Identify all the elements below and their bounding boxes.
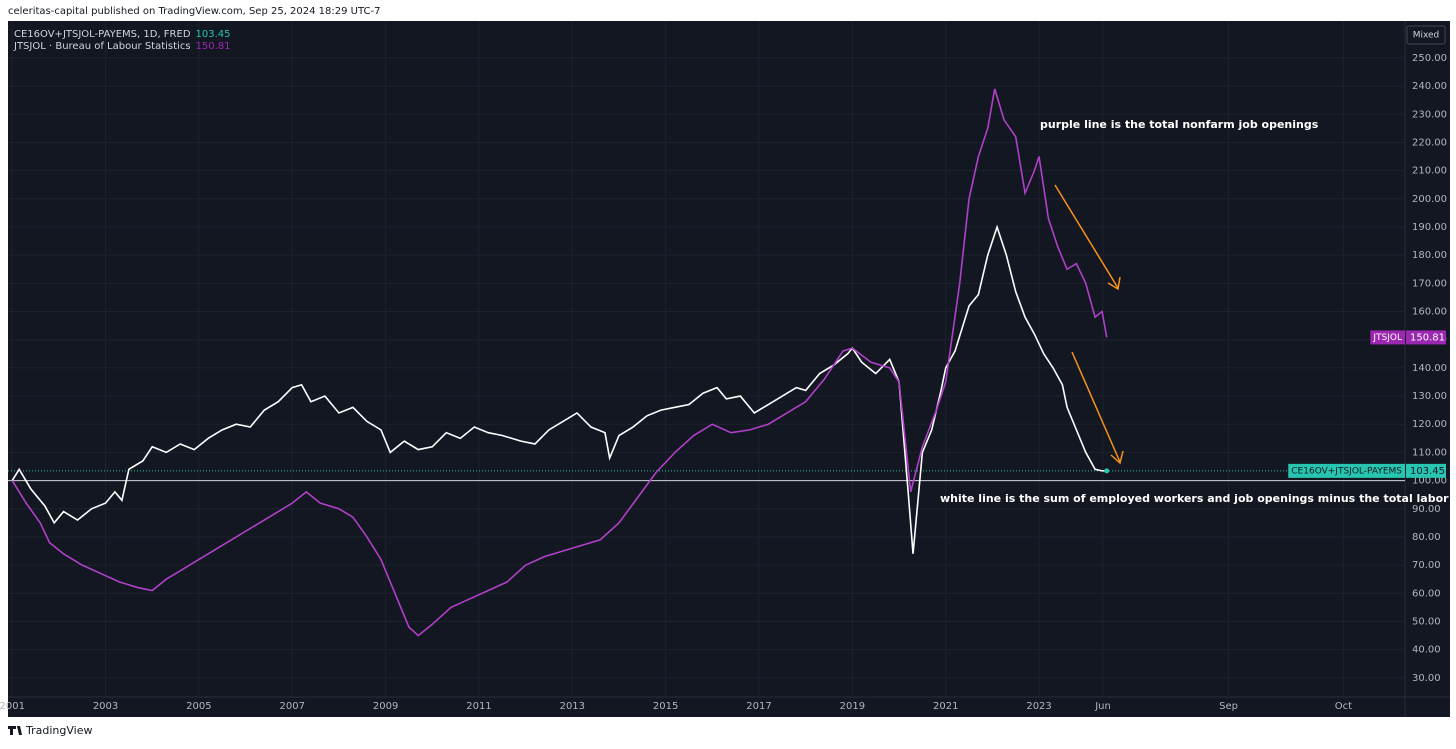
price-label-value: 150.81 xyxy=(1410,332,1445,343)
annotation: purple line is the total nonfarm job ope… xyxy=(1040,118,1319,131)
price-label-name-box xyxy=(1370,330,1405,345)
series-line xyxy=(11,224,1107,554)
y-tick-label: 200.00 xyxy=(1412,194,1447,205)
y-tick-label: 140.00 xyxy=(1412,363,1447,374)
y-tick-label: 230.00 xyxy=(1412,109,1447,120)
y-tick-label: 250.00 xyxy=(1412,53,1447,64)
lines xyxy=(11,88,1108,637)
y-tick-label: 90.00 xyxy=(1412,504,1441,515)
mixed-button[interactable] xyxy=(1406,25,1446,45)
arrow-head xyxy=(1110,450,1124,465)
x-tick-label: Jun xyxy=(1094,701,1111,712)
y-tick-label: 50.00 xyxy=(1412,616,1441,627)
x-tick-label: 2013 xyxy=(560,701,585,712)
legend-label: CE16OV+JTSJOL-PAYEMS, 1D, FRED xyxy=(14,29,191,40)
header-text: celeritas-capital published on TradingVi… xyxy=(8,6,380,17)
y-tick-label: 220.00 xyxy=(1412,137,1447,148)
x-tick-label: 2003 xyxy=(93,701,118,712)
x-tick-label: 2005 xyxy=(186,701,211,712)
y-tick-label: 70.00 xyxy=(1412,560,1441,571)
y-tick-label: 120.00 xyxy=(1412,419,1447,430)
y-tick-label: 130.00 xyxy=(1412,391,1447,402)
legend-value: 103.45 xyxy=(196,29,231,40)
arrow xyxy=(1054,184,1119,289)
price-label-name-box xyxy=(1288,463,1405,478)
logo-icon xyxy=(8,726,22,735)
y-tick-label: 110.00 xyxy=(1412,447,1447,458)
price-label-name: CE16OV+JTSJOL-PAYEMS xyxy=(1291,466,1402,476)
y-tick-label: 240.00 xyxy=(1412,81,1447,92)
price-label-value-box xyxy=(1406,463,1446,478)
arrows xyxy=(1054,184,1124,465)
arrow-head xyxy=(1107,276,1121,291)
last-point xyxy=(1104,468,1110,474)
x-tick-label: 2011 xyxy=(466,701,491,712)
series-line xyxy=(11,88,1108,637)
annotation: white line is the sum of employed worker… xyxy=(940,492,1456,505)
y-tick-label: 60.00 xyxy=(1412,588,1441,599)
arrow xyxy=(1071,351,1121,463)
price-label-name: JTSJOL xyxy=(1372,333,1402,343)
x-tick-label: 2015 xyxy=(653,701,678,712)
legend-value: 150.81 xyxy=(196,41,231,52)
y-tick-label: 170.00 xyxy=(1412,278,1447,289)
x-tick-label: 2009 xyxy=(373,701,398,712)
grid xyxy=(8,21,1405,697)
y-tick-label: 40.00 xyxy=(1412,645,1441,656)
legend-label: JTSJOL · Bureau of Labour Statistics xyxy=(13,41,191,52)
x-tick-label: 2019 xyxy=(840,701,865,712)
y-tick-label: 180.00 xyxy=(1412,250,1447,261)
plot-background xyxy=(8,21,1450,717)
x-tick-label: 2017 xyxy=(746,701,771,712)
mixed-button-label[interactable]: Mixed xyxy=(1413,31,1440,41)
y-tick-label: 80.00 xyxy=(1412,532,1441,543)
footer-logo: TradingView xyxy=(8,724,92,737)
footer-text: TradingView xyxy=(25,724,92,737)
y-tick-label: 210.00 xyxy=(1412,166,1447,177)
y-tick-label: 190.00 xyxy=(1412,222,1447,233)
y-tick-label: 30.00 xyxy=(1412,673,1441,684)
y-tick-label: 100.00 xyxy=(1412,476,1447,487)
x-tick-label: 2023 xyxy=(1026,701,1051,712)
x-tick-label: 2001 xyxy=(0,701,25,712)
price-label-value-box xyxy=(1406,330,1446,345)
x-tick-label: 2007 xyxy=(280,701,305,712)
x-tick-label: 2021 xyxy=(933,701,958,712)
x-tick-label: Sep xyxy=(1219,701,1238,712)
price-label-value: 103.45 xyxy=(1410,466,1445,477)
y-tick-label: 160.00 xyxy=(1412,307,1447,318)
x-tick-label: Oct xyxy=(1335,701,1352,712)
